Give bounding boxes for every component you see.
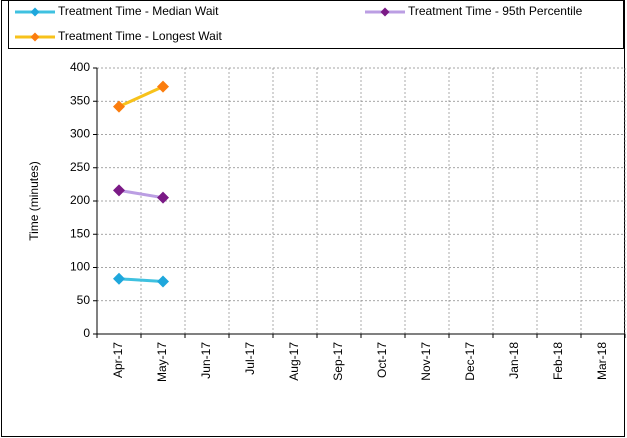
x-tick-label: Nov-17: [419, 342, 433, 381]
y-axis-label: Time (minutes): [27, 161, 41, 241]
legend-label: Treatment Time - Longest Wait: [58, 29, 223, 43]
x-tick-label: Apr-17: [111, 342, 125, 378]
legend-label: Treatment Time - Median Wait: [58, 4, 219, 18]
series-line: [118, 85, 164, 108]
y-tick-label: 50: [77, 293, 91, 307]
y-tick-label: 100: [70, 260, 90, 274]
data-point: [157, 80, 169, 93]
series-line: [118, 277, 164, 283]
legend-marker: [380, 7, 390, 17]
x-tick-label: Jun-17: [199, 342, 213, 379]
y-tick-label: 0: [83, 326, 90, 340]
y-tick-label: 150: [70, 226, 90, 240]
x-tick-label: Jan-18: [507, 342, 521, 379]
y-tick-label: 400: [70, 60, 90, 74]
legend-label: Treatment Time - 95th Percentile: [408, 4, 583, 18]
data-point: [157, 191, 169, 204]
y-tick-label: 200: [70, 193, 90, 207]
y-tick-label: 350: [70, 93, 90, 107]
x-tick-label: Feb-18: [551, 342, 565, 380]
x-tick-label: Dec-17: [463, 342, 477, 381]
data-point: [113, 100, 125, 113]
x-tick-label: Oct-17: [375, 342, 389, 378]
data-point: [113, 272, 125, 285]
legend-box: [8, 0, 624, 49]
x-tick-label: May-17: [155, 342, 169, 382]
x-tick-label: Sep-17: [331, 342, 345, 381]
x-tick-label: Mar-18: [595, 342, 609, 380]
legend-marker: [30, 32, 40, 42]
data-point: [113, 184, 125, 197]
legend-marker: [30, 7, 40, 17]
y-tick-label: 300: [70, 127, 90, 141]
y-tick-label: 250: [70, 160, 90, 174]
data-point: [157, 275, 169, 288]
series-line: [118, 188, 164, 200]
x-tick-label: Aug-17: [287, 342, 301, 381]
x-tick-label: Jul-17: [243, 342, 257, 375]
